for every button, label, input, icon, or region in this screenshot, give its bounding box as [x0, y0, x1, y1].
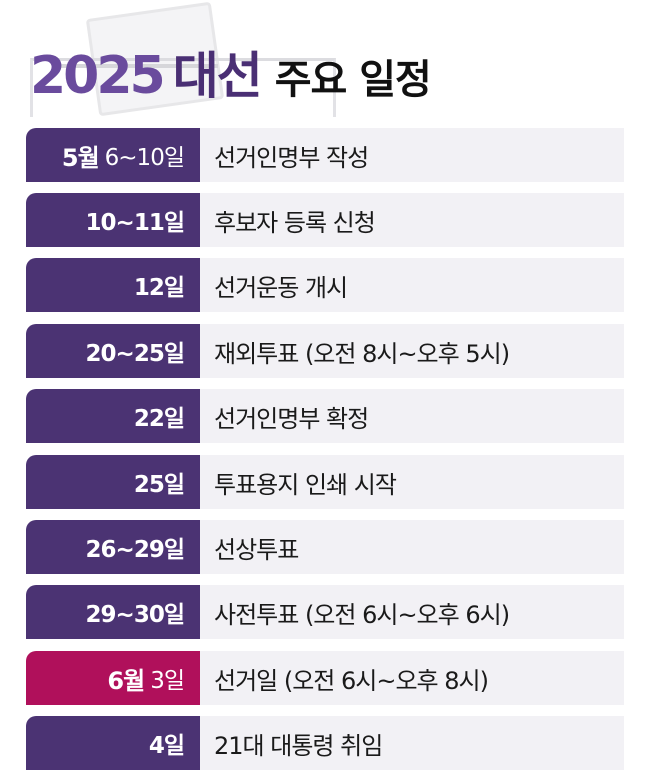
date-day: 22일	[133, 406, 185, 432]
ballot-slot-icon	[58, 64, 218, 68]
schedule-row: 6월 3일 선거일 (오전 6시~오후 8시)	[26, 651, 624, 705]
page-title: 2025 대선 주요 일정	[30, 36, 432, 106]
date-day: 6~10일	[104, 145, 185, 171]
schedule-date: 29~30일	[26, 585, 200, 639]
date-month: 6월	[107, 666, 145, 695]
schedule-row: 4일 21대 대통령 취임	[26, 716, 624, 770]
date-day: 3일	[150, 668, 185, 694]
schedule-row: 5월 6~10일 선거인명부 작성	[26, 128, 624, 182]
date-month: 5월	[61, 143, 100, 172]
title-rest: 주요 일정	[274, 57, 432, 103]
schedule-date: 12일	[26, 258, 200, 312]
schedule-date: 10~11일	[26, 193, 200, 247]
schedule-row: 10~11일 후보자 등록 신청	[26, 193, 624, 247]
date-day: 4일	[148, 733, 185, 759]
schedule-event: 후보자 등록 신청	[200, 193, 624, 247]
schedule-row: 22일 선거인명부 확정	[26, 389, 624, 443]
schedule-event: 선거일 (오전 6시~오후 8시)	[200, 651, 624, 705]
schedule-row: 12일 선거운동 개시	[26, 258, 624, 312]
schedule-date: 26~29일	[26, 520, 200, 574]
schedule-event: 재외투표 (오전 8시~오후 5시)	[200, 324, 624, 378]
header: 2025 대선 주요 일정	[0, 0, 650, 128]
schedule-date: 4일	[26, 716, 200, 770]
date-day: 25일	[133, 472, 185, 498]
schedule-row: 29~30일 사전투표 (오전 6시~오후 6시)	[26, 585, 624, 639]
schedule-event: 21대 대통령 취임	[200, 716, 624, 770]
schedule-date: 25일	[26, 455, 200, 509]
schedule-row: 25일 투표용지 인쇄 시작	[26, 455, 624, 509]
schedule-date: 20~25일	[26, 324, 200, 378]
date-day: 29~30일	[85, 602, 185, 628]
schedule-event: 선거인명부 작성	[200, 128, 624, 182]
schedule-date-highlight: 6월 3일	[26, 651, 200, 705]
date-day: 10~11일	[85, 210, 185, 236]
schedule-row: 26~29일 선상투표	[26, 520, 624, 574]
schedule-event: 사전투표 (오전 6시~오후 6시)	[200, 585, 624, 639]
title-year: 2025	[30, 46, 166, 106]
title-accent: 대선	[172, 47, 263, 105]
schedule-event: 투표용지 인쇄 시작	[200, 455, 624, 509]
schedule-date: 22일	[26, 389, 200, 443]
date-day: 26~29일	[85, 537, 185, 563]
schedule-event: 선거인명부 확정	[200, 389, 624, 443]
ballot-box-icon	[30, 58, 336, 117]
schedule-event: 선상투표	[200, 520, 624, 574]
schedule-date: 5월 6~10일	[26, 128, 200, 182]
date-day: 12일	[133, 275, 185, 301]
schedule-row: 20~25일 재외투표 (오전 8시~오후 5시)	[26, 324, 624, 378]
schedule-event: 선거운동 개시	[200, 258, 624, 312]
date-day: 20~25일	[85, 341, 185, 367]
